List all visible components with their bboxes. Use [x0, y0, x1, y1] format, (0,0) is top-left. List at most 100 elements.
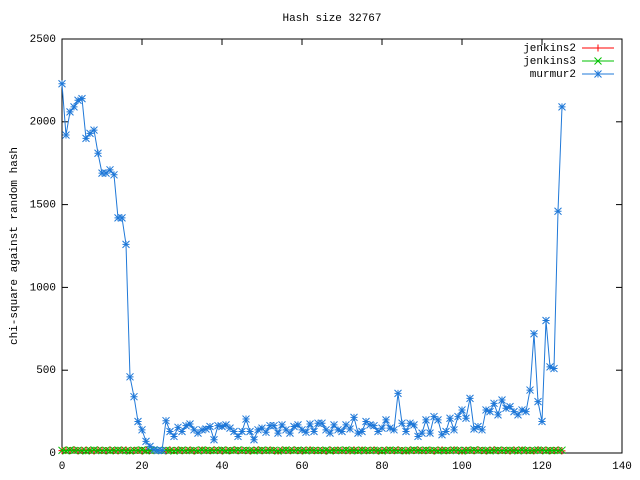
point-marker [466, 394, 474, 403]
point-marker [374, 427, 382, 436]
point-marker [482, 406, 490, 414]
point-marker [94, 149, 102, 158]
point-marker [510, 407, 518, 416]
x-tick-label: 80 [375, 461, 388, 473]
point-marker [418, 429, 426, 437]
point-marker [106, 165, 114, 174]
point-marker [506, 447, 514, 455]
point-marker [154, 446, 162, 455]
point-marker [258, 424, 266, 433]
point-marker [542, 316, 550, 325]
point-marker [170, 432, 178, 441]
point-marker [254, 425, 262, 434]
plot-frame [61, 38, 623, 454]
point-marker [122, 240, 130, 249]
point-marker [522, 407, 530, 416]
point-marker [426, 429, 434, 437]
x-tick-label: 100 [452, 461, 472, 473]
point-marker [350, 413, 358, 422]
point-marker [58, 79, 66, 88]
point-marker [178, 427, 186, 436]
point-marker [382, 416, 390, 424]
point-marker [322, 425, 330, 434]
point-marker [210, 446, 218, 454]
point-marker [214, 421, 222, 430]
x-tick-label: 40 [215, 461, 228, 473]
point-marker [306, 420, 314, 428]
y-tick-label: 500 [36, 365, 56, 377]
point-marker [266, 421, 274, 430]
point-marker [286, 429, 294, 437]
point-marker [538, 417, 546, 426]
point-marker [138, 447, 146, 455]
point-marker [442, 427, 450, 436]
y-tick-label: 2000 [30, 117, 56, 129]
point-marker [78, 94, 86, 103]
point-marker [514, 411, 522, 419]
point-marker [486, 407, 494, 416]
x-tick-label: 140 [612, 461, 632, 473]
y-axis-label: chi-square against random hash [9, 147, 21, 345]
point-marker [342, 420, 350, 429]
point-marker [362, 417, 370, 426]
point-marker [194, 429, 202, 437]
point-marker [402, 427, 410, 436]
point-marker [498, 396, 506, 404]
y-tick-label: 1000 [30, 282, 56, 294]
point-marker [550, 364, 558, 373]
point-marker [310, 427, 318, 436]
point-marker [506, 402, 514, 411]
point-marker [430, 412, 438, 421]
point-marker [394, 389, 402, 398]
point-marker [302, 428, 310, 437]
point-marker [534, 397, 542, 406]
point-marker [354, 429, 362, 437]
point-marker [478, 425, 486, 434]
point-marker [314, 419, 322, 428]
point-marker [90, 447, 98, 455]
point-marker [530, 329, 538, 338]
point-marker [74, 96, 82, 105]
point-marker [86, 129, 94, 138]
point-marker [98, 169, 106, 177]
point-marker [226, 424, 234, 433]
point-marker [250, 435, 258, 444]
point-marker [502, 404, 510, 413]
point-marker [238, 427, 246, 436]
point-marker [490, 399, 498, 408]
point-marker [298, 425, 306, 434]
point-marker [70, 103, 78, 111]
point-marker [66, 108, 74, 116]
point-marker [358, 427, 366, 436]
point-marker [262, 428, 270, 437]
point-marker [454, 412, 462, 421]
y-tick-label: 1500 [30, 200, 56, 212]
point-marker [270, 421, 278, 430]
point-marker [102, 169, 110, 177]
point-marker [446, 414, 454, 423]
legend-label: jenkins3 [523, 56, 576, 68]
point-marker [118, 213, 126, 222]
legend-label: murmur2 [530, 69, 576, 81]
point-marker [290, 422, 298, 431]
point-marker [62, 131, 70, 139]
point-marker [234, 432, 242, 441]
point-marker [134, 417, 142, 426]
point-marker [526, 386, 534, 394]
point-marker [142, 437, 150, 446]
point-marker [558, 446, 566, 455]
point-marker [146, 442, 154, 451]
point-marker [294, 420, 302, 429]
legend-marker [594, 57, 602, 65]
point-marker [422, 416, 430, 424]
point-marker [410, 420, 418, 429]
point-marker [242, 415, 250, 423]
point-marker [546, 363, 554, 371]
point-marker [218, 422, 226, 431]
point-marker [330, 420, 338, 429]
point-marker [326, 429, 334, 437]
point-marker [166, 427, 174, 436]
point-marker [182, 421, 190, 430]
point-marker [198, 425, 206, 434]
legend-label: jenkins2 [523, 43, 576, 55]
